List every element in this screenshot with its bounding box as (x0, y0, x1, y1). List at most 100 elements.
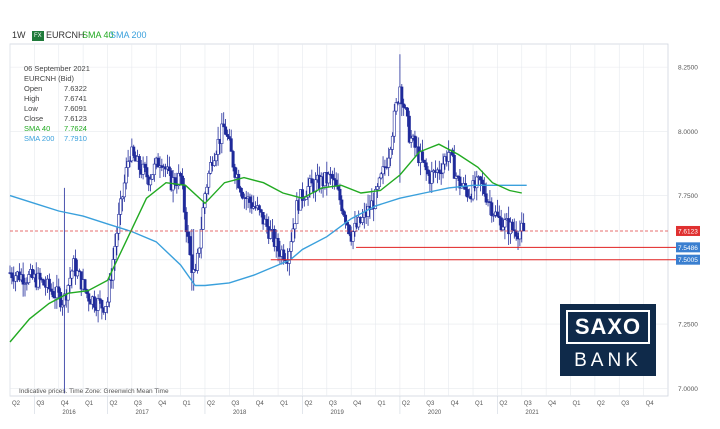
candle-body (522, 222, 526, 232)
candle-body (98, 298, 102, 301)
timeframe-label[interactable]: 1W (12, 30, 26, 40)
candle-body (514, 230, 518, 237)
candle-body (300, 189, 304, 201)
candle-body (197, 247, 201, 254)
candle-body (137, 156, 141, 170)
sma40-line (9, 143, 522, 343)
candle-body (439, 172, 443, 175)
candle-body (272, 229, 276, 247)
x-quarter-label: Q3 (329, 401, 338, 407)
candle-body (426, 169, 430, 175)
y-tick-label: 8.0000 (678, 129, 698, 136)
candle-body (229, 138, 233, 152)
candle-body (190, 254, 194, 273)
candle-body (75, 270, 79, 277)
y-tick-label: 8.2500 (678, 65, 698, 72)
candle-body (338, 188, 342, 201)
candle-body (510, 221, 514, 231)
candle-body (36, 272, 40, 288)
candle-body (119, 198, 123, 215)
candle-body (227, 136, 231, 140)
candle-body (27, 274, 31, 284)
candle-body (104, 306, 108, 313)
info-label: High (24, 94, 40, 103)
candle-body (122, 182, 126, 198)
candle-body (452, 154, 456, 179)
candle-body (282, 249, 286, 261)
candle-body (128, 160, 132, 162)
candle-body (51, 291, 55, 298)
candle-body (351, 231, 355, 242)
candle-body (132, 146, 136, 156)
candle-body (92, 296, 96, 308)
y-tick-label: 7.2500 (678, 322, 698, 329)
info-row-sma200: SMA 200 7.7910 (24, 134, 104, 144)
candle-body (441, 163, 445, 174)
x-year-label: 2017 (135, 410, 149, 416)
candle-body (259, 209, 263, 213)
candle-body (231, 151, 235, 168)
candle-body (143, 163, 147, 168)
candle-body (479, 176, 483, 181)
candle-body (291, 228, 295, 242)
candle-body (503, 219, 507, 228)
candle-body (347, 224, 351, 235)
candle-body (186, 231, 190, 237)
x-quarter-label: Q2 (499, 401, 508, 407)
candle-body (180, 175, 184, 186)
candle-body (225, 134, 229, 137)
candle-body (512, 229, 516, 232)
x-year-label: 2018 (233, 410, 247, 416)
candle-body (456, 175, 460, 178)
candle-body (480, 179, 484, 185)
candle-body (499, 217, 503, 231)
candle-body (182, 184, 186, 213)
candle-body (203, 193, 207, 209)
candle-body (327, 173, 331, 184)
candle-body (70, 270, 74, 279)
candle-body (409, 137, 413, 143)
current-price-badge (676, 225, 700, 236)
logo-line1: SAXO (566, 310, 650, 344)
candle-body (484, 193, 488, 203)
candle-body (310, 178, 314, 184)
y-tick-label: 7.0000 (678, 386, 698, 393)
candle-body (87, 293, 91, 302)
candle-body (117, 214, 121, 234)
candle-body (261, 212, 265, 225)
candle-body (492, 215, 496, 217)
symbol-label[interactable]: EURCNH (46, 30, 85, 40)
candle-body (214, 154, 218, 162)
candle-body (195, 252, 199, 271)
x-quarter-label: Q3 (524, 401, 533, 407)
candle-body (306, 186, 310, 198)
candle-body (237, 174, 241, 189)
info-row-high: High 7.6741 (24, 94, 104, 104)
x-year-label: 2021 (525, 410, 539, 416)
candle-body (257, 205, 261, 211)
support-label: 7.5005 (678, 257, 698, 264)
candle-body (497, 215, 501, 219)
candle-body (392, 110, 396, 137)
x-quarter-label: Q3 (134, 401, 143, 407)
candle-body (422, 159, 426, 164)
candle-body (207, 173, 211, 188)
candle-body (100, 300, 104, 309)
saxo-bank-logo: SAXO BANK (560, 304, 656, 376)
chart-header: 1W FX EURCNH SMA 40 SMA 200 (0, 30, 720, 44)
candle-body (42, 279, 46, 286)
x-year-label: 2016 (62, 410, 76, 416)
candle-body (374, 189, 378, 209)
x-quarter-label: Q2 (207, 401, 216, 407)
info-value: 7.7910 (64, 134, 87, 143)
x-quarter-label: Q2 (597, 401, 606, 407)
candle-body (205, 186, 209, 194)
sma200-line (9, 184, 527, 287)
candle-body (199, 229, 203, 249)
candle-body (381, 166, 385, 175)
info-value: 7.6091 (64, 104, 87, 113)
candle-body (458, 176, 462, 189)
candle-body (49, 288, 53, 292)
x-quarter-label: Q4 (353, 401, 362, 407)
